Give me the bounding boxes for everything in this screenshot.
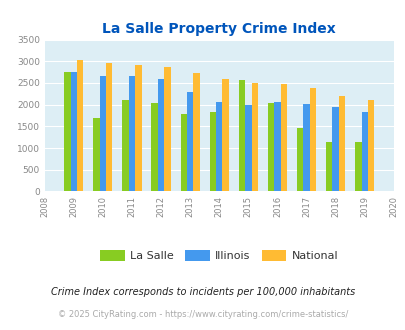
Bar bbox=[215, 102, 222, 191]
Bar bbox=[93, 118, 99, 191]
Bar bbox=[99, 76, 106, 191]
Bar bbox=[360, 112, 367, 191]
Title: La Salle Property Crime Index: La Salle Property Crime Index bbox=[102, 22, 335, 36]
Bar bbox=[325, 142, 332, 191]
Bar bbox=[209, 113, 215, 191]
Bar bbox=[77, 59, 83, 191]
Bar bbox=[245, 105, 251, 191]
Bar bbox=[151, 103, 158, 191]
Bar bbox=[193, 73, 199, 191]
Bar bbox=[122, 100, 128, 191]
Bar bbox=[64, 72, 70, 191]
Bar bbox=[186, 92, 193, 191]
Bar bbox=[251, 83, 257, 191]
Bar bbox=[303, 104, 309, 191]
Bar bbox=[354, 142, 360, 191]
Bar bbox=[280, 84, 286, 191]
Bar bbox=[367, 100, 373, 191]
Bar bbox=[128, 76, 135, 191]
Bar bbox=[267, 103, 273, 191]
Text: © 2025 CityRating.com - https://www.cityrating.com/crime-statistics/: © 2025 CityRating.com - https://www.city… bbox=[58, 310, 347, 319]
Bar bbox=[222, 79, 228, 191]
Bar bbox=[180, 114, 186, 191]
Bar bbox=[273, 103, 280, 191]
Bar bbox=[309, 88, 315, 191]
Text: Crime Index corresponds to incidents per 100,000 inhabitants: Crime Index corresponds to incidents per… bbox=[51, 287, 354, 297]
Bar bbox=[164, 67, 170, 191]
Bar bbox=[70, 72, 77, 191]
Legend: La Salle, Illinois, National: La Salle, Illinois, National bbox=[96, 246, 342, 266]
Bar bbox=[332, 107, 338, 191]
Bar bbox=[238, 81, 245, 191]
Bar bbox=[338, 96, 344, 191]
Bar bbox=[296, 128, 303, 191]
Bar bbox=[135, 65, 141, 191]
Bar bbox=[158, 79, 164, 191]
Bar bbox=[106, 63, 112, 191]
